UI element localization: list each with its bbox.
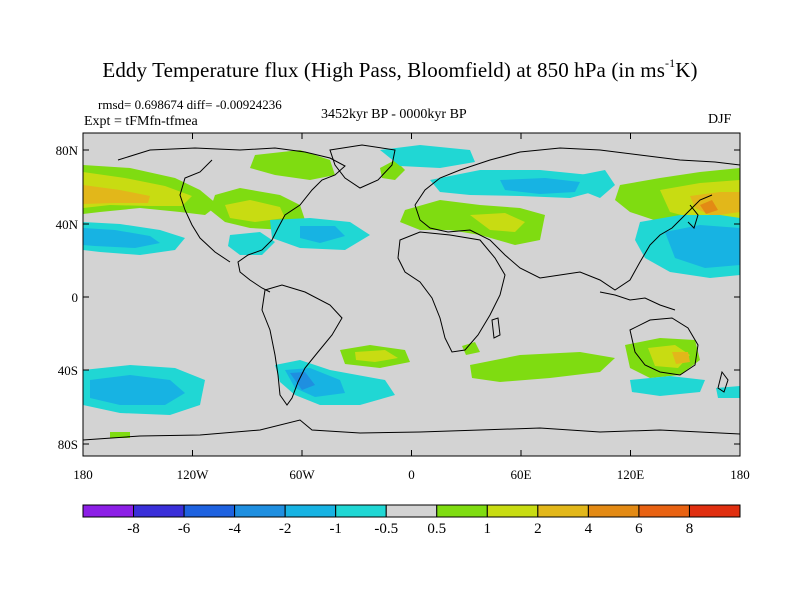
experiment-text: Expt = tFMfn-tfmea (84, 114, 198, 129)
colorbar-swatch (436, 504, 488, 518)
anomaly-negative-region (630, 376, 705, 396)
x-tick-label: 60E (510, 467, 532, 482)
colorbar-swatch (133, 504, 185, 518)
anomaly-negative-region (500, 178, 580, 194)
coastline-new-zealand (717, 370, 729, 393)
anomaly-negative-region (300, 226, 345, 243)
colorbar-label: -1 (329, 521, 342, 537)
anomaly-positive-region (470, 352, 615, 382)
anomaly-negative-region (83, 228, 160, 248)
anomaly-positive-region (462, 342, 480, 355)
colorbar-label: -4 (228, 521, 241, 537)
colorbar-swatch (82, 504, 135, 518)
coastline-eurasia (414, 147, 740, 291)
colorbar-label: 6 (635, 521, 643, 537)
anomaly-positive-region (250, 150, 335, 180)
plot-title: Eddy Temperature flux (High Pass, Bloomf… (102, 56, 698, 82)
coastline-layer (83, 144, 740, 441)
colorbar-swatch (638, 504, 690, 518)
map-area (83, 133, 740, 456)
colorbar-swatch (587, 504, 640, 518)
coastline-south-america (261, 284, 343, 406)
x-tick-label: 60W (289, 467, 315, 482)
anomaly-positive-region (110, 432, 130, 438)
period-text: 3452kyr BP - 0000kyr BP (321, 107, 467, 122)
colorbar-label: -2 (278, 521, 292, 537)
season-text: DJF (708, 112, 732, 127)
coastline-madagascar (491, 317, 501, 339)
x-tick-label: 180 (730, 467, 750, 482)
colorbar-label: -6 (177, 521, 191, 537)
anomaly-positive-region (700, 200, 718, 214)
colorbar-swatch (385, 504, 438, 518)
anomaly-positive-region (470, 213, 525, 232)
colorbar-label: 4 (584, 521, 593, 537)
x-tick-label: 0 (408, 467, 415, 482)
anomaly-positive-region (355, 350, 398, 362)
coastline-australia (629, 317, 699, 376)
anomaly-positive-region (690, 192, 740, 216)
y-tick-marks (83, 149, 740, 445)
anomaly-positive-region (672, 352, 690, 364)
anomaly-negative-region (665, 225, 740, 268)
anomaly-negative-region (380, 145, 475, 168)
anomaly-negative-region (90, 375, 185, 405)
y-tick-label: 40N (55, 217, 78, 232)
colorbar-swatch (234, 504, 286, 518)
coastline-maritime-asia (599, 204, 699, 311)
coastline-africa (397, 231, 506, 353)
y-tick-label: 40S (57, 363, 78, 378)
colorbar-label: 2 (534, 521, 542, 537)
colorbar (82, 504, 741, 518)
coastline-north-america (117, 147, 346, 293)
colorbar-label: -0.5 (374, 521, 399, 537)
anomaly-negative-region (716, 386, 740, 398)
anomaly-fill-layer (83, 145, 740, 438)
colorbar-swatch (183, 504, 236, 518)
anomaly-positive-region (83, 185, 150, 204)
colorbar-swatch (537, 504, 589, 518)
colorbar-swatch (688, 504, 741, 518)
anomaly-negative-region (290, 372, 315, 390)
y-tick-label: 0 (71, 290, 79, 305)
colorbar-label: 8 (685, 521, 694, 537)
anomaly-negative-region (580, 170, 615, 198)
x-tick-marks (82, 133, 741, 456)
colorbar-label: 1 (483, 521, 492, 537)
x-tick-label: 180 (73, 467, 93, 482)
x-tick-label: 120E (616, 467, 645, 482)
stats-text: rmsd= 0.698674 diff= -0.00924236 (98, 97, 282, 112)
anomaly-positive-region (225, 200, 285, 222)
colorbar-swatch (284, 504, 337, 518)
colorbar-swatch (486, 504, 539, 518)
coastline-greenland (329, 144, 396, 189)
anomaly-positive-region (400, 200, 545, 245)
colorbar-swatch (335, 504, 387, 518)
colorbar-label: -8 (127, 521, 140, 537)
y-tick-label: 80S (57, 437, 78, 452)
y-tick-label: 80N (55, 143, 78, 158)
x-tick-label: 120W (176, 467, 209, 482)
coastline-antarctica (83, 419, 740, 441)
colorbar-label: 0.5 (427, 521, 447, 537)
